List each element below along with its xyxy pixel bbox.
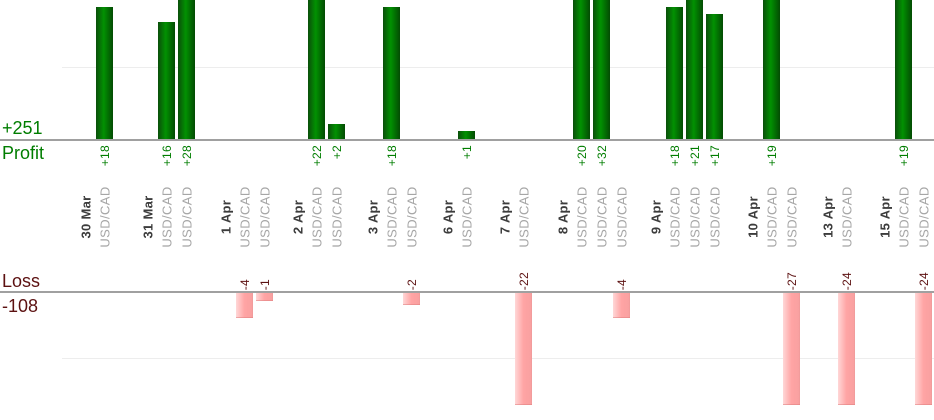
profit-value-label: +19 — [764, 145, 779, 167]
symbol-label: USD/CAD — [594, 186, 609, 248]
profit-bar — [328, 124, 345, 139]
profit-bar — [573, 0, 590, 139]
date-label: 1 Apr — [218, 199, 234, 235]
loss-value-label: -22 — [516, 271, 531, 290]
loss-bar — [256, 293, 273, 301]
symbol-label: USD/CAD — [516, 186, 531, 248]
profit-bar — [666, 7, 683, 139]
loss-value-label: -24 — [916, 271, 931, 290]
loss-bar — [613, 293, 630, 318]
loss-value-label: -2 — [404, 278, 419, 290]
profit-bar — [763, 0, 780, 139]
loss-bar — [838, 293, 855, 405]
loss-bar — [403, 293, 420, 305]
profit-value-label: +28 — [179, 145, 194, 167]
loss-axis-line — [0, 291, 934, 293]
symbol-label: USD/CAD — [784, 186, 799, 248]
profit-value-label: +2 — [329, 145, 344, 160]
date-label: 31 Mar — [140, 195, 156, 239]
profit-value-label: +19 — [896, 145, 911, 167]
symbol-label: USD/CAD — [614, 186, 629, 248]
profit-bar — [686, 0, 703, 139]
date-label: 9 Apr — [648, 199, 664, 235]
loss-bar — [515, 293, 532, 405]
symbol-label: USD/CAD — [667, 186, 682, 248]
date-label: 15 Apr — [877, 196, 893, 238]
loss-gridline — [62, 358, 934, 359]
loss-axis-title: Loss — [2, 271, 41, 291]
symbol-label: USD/CAD — [329, 186, 344, 248]
symbol-label: USD/CAD — [404, 186, 419, 248]
symbol-label: USD/CAD — [839, 186, 854, 248]
profit-value-label: +21 — [687, 145, 702, 167]
symbol-label: USD/CAD — [707, 186, 722, 248]
symbol-label: USD/CAD — [159, 186, 174, 248]
profit-bar — [178, 0, 195, 139]
symbol-label: USD/CAD — [916, 186, 931, 248]
loss-bar — [915, 293, 932, 405]
loss-total-label: -108 — [2, 296, 39, 316]
profit-bar — [706, 14, 723, 139]
loss-value-label: -4 — [237, 278, 252, 290]
loss-value-label: -4 — [614, 278, 629, 290]
date-label: 13 Apr — [820, 196, 836, 238]
symbol-label: USD/CAD — [97, 186, 112, 248]
symbol-label: USD/CAD — [179, 186, 194, 248]
profit-value-label: +20 — [574, 145, 589, 167]
loss-value-label: -27 — [784, 271, 799, 290]
symbol-label: USD/CAD — [687, 186, 702, 248]
date-label: 8 Apr — [555, 199, 571, 235]
date-label: 7 Apr — [497, 199, 513, 235]
loss-bar — [783, 293, 800, 405]
date-label: 2 Apr — [290, 199, 306, 235]
symbol-label: USD/CAD — [764, 186, 779, 248]
profit-value-label: +16 — [159, 145, 174, 167]
date-label: 10 Apr — [745, 196, 761, 238]
profit-axis-line — [0, 139, 934, 141]
profit-bar — [458, 131, 475, 139]
loss-bar — [236, 293, 253, 318]
loss-value-label: -1 — [257, 278, 272, 290]
date-label: 6 Apr — [440, 199, 456, 235]
profit-value-label: +32 — [594, 145, 609, 167]
symbol-label: USD/CAD — [384, 186, 399, 248]
profit-total-label: +251 — [2, 118, 43, 138]
profit-value-label: +18 — [97, 145, 112, 167]
profit-gridline — [62, 67, 934, 68]
profit-bar — [593, 0, 610, 139]
profit-bar — [96, 7, 113, 139]
date-label: 30 Mar — [78, 195, 94, 239]
profit-bar — [308, 0, 325, 139]
symbol-label: USD/CAD — [257, 186, 272, 248]
symbol-label: USD/CAD — [459, 186, 474, 248]
symbol-label: USD/CAD — [237, 186, 252, 248]
profit-value-label: +1 — [459, 145, 474, 160]
symbol-label: USD/CAD — [896, 186, 911, 248]
profit-bar — [383, 7, 400, 139]
loss-value-label: -24 — [839, 271, 854, 290]
profit-axis-title: Profit — [2, 143, 45, 163]
profit-bar — [158, 22, 175, 139]
profit-bar — [895, 0, 912, 139]
profit-value-label: +17 — [707, 145, 722, 167]
date-label: 3 Apr — [365, 199, 381, 235]
symbol-label: USD/CAD — [309, 186, 324, 248]
symbol-label: USD/CAD — [574, 186, 589, 248]
profit-value-label: +18 — [384, 145, 399, 167]
profit-value-label: +22 — [309, 145, 324, 167]
profit-value-label: +18 — [667, 145, 682, 167]
